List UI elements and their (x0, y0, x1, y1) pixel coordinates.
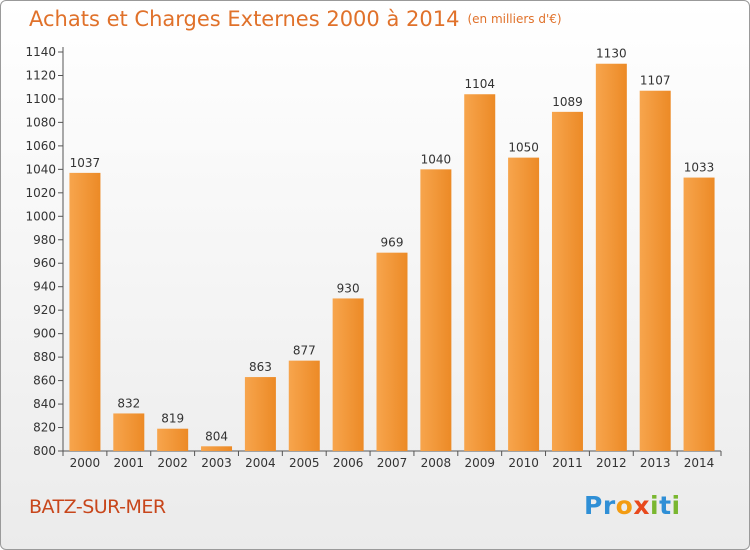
bar (595, 63, 627, 452)
bar (464, 94, 496, 451)
x-tick-label: 2009 (464, 456, 495, 470)
bar-value-label: 1037 (70, 156, 101, 170)
y-tick-label: 1120 (25, 68, 56, 82)
y-tick-label: 860 (33, 374, 56, 388)
bar (376, 252, 408, 451)
y-tick-label: 1020 (25, 186, 56, 200)
bar (69, 172, 101, 451)
logo-letter: i (650, 491, 660, 520)
bar (201, 446, 233, 451)
x-tick-label: 2001 (114, 456, 145, 470)
y-tick-label: 1100 (25, 92, 56, 106)
bar-value-label: 1104 (464, 77, 495, 91)
bar-value-label: 819 (161, 412, 184, 426)
bar-value-label: 863 (249, 360, 272, 374)
x-tick-label: 2010 (508, 456, 539, 470)
x-tick-label: 2003 (201, 456, 232, 470)
bar-value-label: 1050 (508, 141, 539, 155)
bar (157, 428, 189, 451)
x-tick-label: 2014 (684, 456, 715, 470)
logo-letter: o (615, 491, 634, 520)
y-tick-label: 900 (33, 327, 56, 341)
city-name: BATZ-SUR-MER (29, 496, 166, 518)
y-tick-label: 920 (33, 303, 56, 317)
bar (332, 298, 364, 451)
logo-letter: t (659, 491, 672, 520)
logo-letter: x (633, 491, 650, 520)
x-tick-label: 2006 (333, 456, 364, 470)
bar-value-label: 804 (205, 429, 228, 443)
proxiti-logo: Proxiti (584, 491, 681, 520)
bar-value-label: 1033 (684, 161, 715, 175)
bar (508, 157, 540, 451)
y-tick-label: 1040 (25, 162, 56, 176)
bar-value-label: 877 (293, 344, 316, 358)
y-tick-label: 940 (33, 280, 56, 294)
bar (683, 177, 715, 452)
y-tick-label: 1060 (25, 139, 56, 153)
y-tick-label: 1140 (25, 45, 56, 59)
y-tick-label: 820 (33, 421, 56, 435)
bar (551, 111, 583, 451)
x-tick-label: 2011 (552, 456, 583, 470)
bar (244, 377, 276, 451)
x-tick-label: 2005 (289, 456, 320, 470)
bar-value-label: 930 (337, 281, 360, 295)
x-tick-label: 2002 (157, 456, 188, 470)
x-tick-label: 2013 (640, 456, 671, 470)
bar-value-label: 969 (381, 236, 404, 250)
bar-value-label: 1040 (421, 152, 452, 166)
x-tick-label: 2008 (421, 456, 452, 470)
logo-letter: i (671, 491, 681, 520)
x-tick-label: 2000 (70, 456, 101, 470)
bar (113, 413, 145, 451)
x-tick-label: 2012 (596, 456, 627, 470)
logo-letter: P (584, 491, 603, 520)
title-text: Achats et Charges Externes 2000 à 2014 (29, 7, 460, 31)
y-tick-label: 880 (33, 350, 56, 364)
bar-value-label: 832 (117, 396, 140, 410)
chart-title: Achats et Charges Externes 2000 à 2014 (e… (29, 7, 562, 31)
bar (420, 169, 452, 451)
y-tick-label: 800 (33, 444, 56, 458)
logo-letter: r (602, 491, 616, 520)
x-tick-label: 2004 (245, 456, 276, 470)
y-tick-label: 960 (33, 256, 56, 270)
y-tick-label: 980 (33, 233, 56, 247)
title-unit: (en milliers d'€) (467, 12, 562, 26)
x-tick-label: 2007 (377, 456, 408, 470)
bar-value-label: 1130 (596, 47, 627, 61)
y-tick-label: 840 (33, 397, 56, 411)
bar-value-label: 1107 (640, 74, 671, 88)
bar (639, 90, 671, 451)
y-tick-label: 1000 (25, 209, 56, 223)
y-tick-label: 1080 (25, 115, 56, 129)
bar-value-label: 1089 (552, 95, 583, 109)
bar (288, 360, 320, 451)
